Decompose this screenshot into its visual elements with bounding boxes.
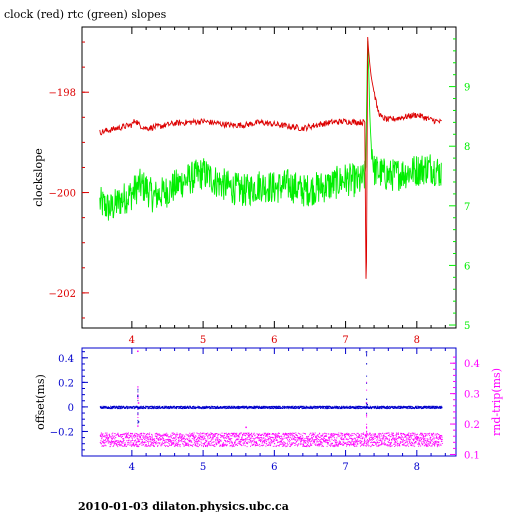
offset-burst-point: [137, 419, 139, 421]
x-tick-label: 5: [200, 462, 206, 473]
rndtrip-burst-point: [366, 434, 368, 436]
rndtrip-spike-point: [245, 426, 247, 429]
series-rndtrip-points: [99, 432, 443, 448]
y2-tick-label: 0.3: [464, 390, 480, 401]
offset-burst-point: [366, 353, 368, 355]
x-tick-label: 8: [414, 335, 420, 346]
y-tick-label: −198: [49, 88, 76, 99]
rndtrip-spike-point: [137, 402, 140, 404]
rndtrip-burst-point: [366, 431, 368, 433]
rndtrip-burst-point: [137, 386, 139, 388]
offset-burst-point: [137, 413, 139, 415]
rndtrip-burst-point: [366, 389, 368, 391]
rndtrip-burst-point: [137, 387, 139, 389]
offset-spike-point: [137, 395, 139, 397]
footer-label: 2010-01-03 dilaton.physics.ubc.ca: [78, 500, 289, 512]
offset-burst-point: [137, 407, 139, 409]
offset-burst-point: [366, 402, 368, 404]
offset-burst-point: [366, 412, 368, 414]
offset-burst-point: [366, 363, 368, 365]
rndtrip-burst-point: [137, 397, 139, 399]
offset-spike-point: [365, 351, 368, 353]
rndtrip-burst-point: [366, 430, 368, 432]
chart-title: clock (red) rtc (green) slopes: [4, 8, 167, 21]
rndtrip-burst-point: [137, 416, 139, 418]
offset-burst-point: [137, 422, 139, 424]
y-tick-label: −0.2: [50, 427, 74, 438]
x-tick-label: 4: [129, 462, 135, 473]
y-tick-label: 0.2: [58, 378, 74, 389]
offset-spike-point: [137, 421, 140, 423]
y2-tick-label: 9: [464, 83, 470, 94]
rndtrip-burst-point: [137, 435, 139, 437]
y2-tick-label: 6: [464, 261, 470, 272]
series-clock-line: [99, 36, 442, 279]
series-rtc-line: [99, 41, 442, 221]
x-tick-label: 6: [271, 335, 277, 346]
x-tick-label: 4: [129, 335, 135, 346]
rndtrip-burst-point: [366, 426, 368, 428]
offset-burst-point: [137, 400, 139, 402]
offset-burst-point: [366, 407, 368, 409]
y2-tick-label: 0.4: [464, 359, 480, 370]
x-tick-label: 6: [271, 462, 277, 473]
plot-frame: [81, 26, 457, 329]
y2-tick-label: 5: [464, 321, 470, 332]
y2-tick-label: 7: [464, 202, 470, 213]
y-axis-label: clockslope: [32, 148, 45, 206]
offset-burst-point: [137, 391, 139, 393]
offset-burst-point: [366, 375, 368, 377]
y2-tick-label: 0.1: [464, 450, 480, 461]
x-tick-label: 7: [342, 462, 348, 473]
rndtrip-burst-point: [366, 423, 368, 425]
rndtrip-burst-point: [137, 438, 139, 440]
rndtrip-burst-point: [137, 425, 139, 427]
offset-burst-point: [137, 406, 139, 408]
x-tick-label: 5: [200, 335, 206, 346]
rndtrip-burst-point: [366, 414, 368, 416]
rndtrip-burst-point: [366, 381, 368, 383]
y2-axis-label: rnd-trip(ms): [490, 368, 503, 436]
offset-burst-point: [137, 408, 139, 410]
rndtrip-burst-point: [137, 414, 139, 416]
y-tick-label: −200: [49, 189, 76, 200]
rndtrip-burst-point: [366, 436, 368, 438]
rndtrip-burst-point: [366, 416, 368, 418]
y2-tick-label: 8: [464, 142, 470, 153]
slope-chart: 4 5 6 7 8 −198 −200 −202 5 6 7 8 9 clockslope: [32, 26, 470, 346]
offset-burst-point: [366, 354, 368, 356]
x-tick-label: 8: [414, 462, 420, 473]
rndtrip-burst-point: [366, 427, 368, 429]
y-axis-label: offset(ms): [34, 374, 47, 430]
rndtrip-burst-point: [366, 426, 368, 428]
offset-chart: 4 5 6 7 8 0.4 0.2 0 −0.2 0.4 0.3 0.2 0.1 offset(ms) rn…: [34, 347, 503, 473]
offset-burst-point: [137, 389, 139, 391]
rndtrip-burst-point: [137, 394, 139, 396]
offset-burst-point: [137, 412, 139, 414]
rndtrip-burst-point: [366, 414, 368, 416]
y2-tick-label: 0.2: [464, 420, 480, 431]
offset-burst-point: [366, 382, 368, 384]
rndtrip-burst-point: [137, 424, 139, 426]
y-tick-label: 0.4: [58, 354, 74, 365]
plot-frame: [81, 347, 457, 457]
rndtrip-burst-point: [137, 398, 139, 400]
rndtrip-spike-point: [137, 350, 139, 353]
offset-spike-point: [366, 403, 368, 406]
series-offset-points: [99, 405, 443, 410]
y-tick-label: −202: [49, 289, 76, 300]
y-tick-label: 0: [68, 403, 74, 414]
offset-burst-point: [366, 398, 368, 400]
x-tick-label: 7: [342, 335, 348, 346]
offset-burst-point: [366, 355, 368, 357]
